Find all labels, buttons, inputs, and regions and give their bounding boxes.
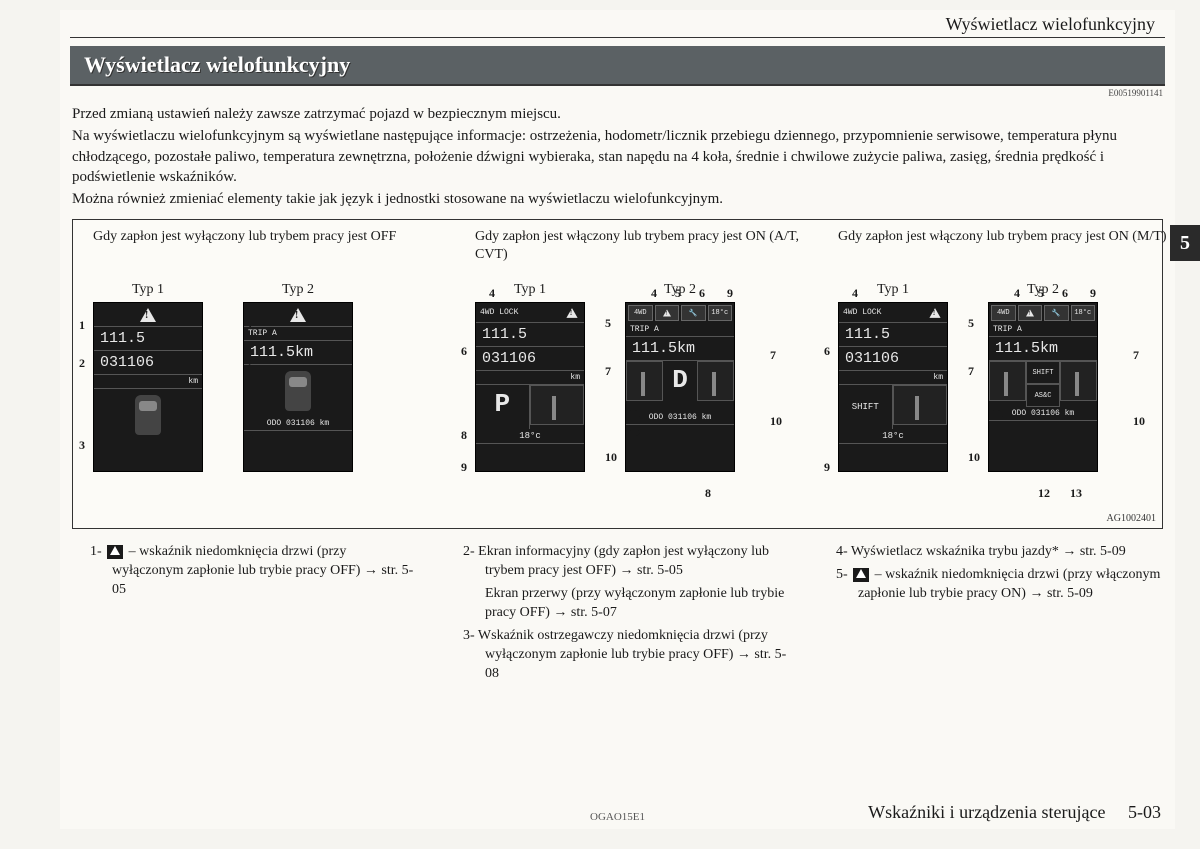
legend-item-2: 2- Ekran informacyjny (gdy zapłon jest w…	[445, 543, 790, 581]
warning-badge-icon	[853, 568, 869, 582]
fuel-gauge-icon	[697, 361, 734, 401]
warning-icon	[663, 310, 671, 317]
warning-icon	[290, 308, 306, 322]
figure-code: AG1002401	[1107, 513, 1156, 524]
callout-2: 2	[79, 356, 85, 371]
4wd-icon: 4WD	[991, 305, 1016, 321]
warning-icon	[929, 308, 940, 318]
col1-caption: Gdy zapłon jest wyłączony lub trybem pra…	[93, 228, 453, 264]
car-door-icon	[135, 395, 161, 435]
screen-off-typ2: TRIP A 111.5km ODO 031106 km	[243, 302, 353, 472]
service-icon: 🔧	[681, 305, 706, 321]
page-footer: OGAO15E1 Wskaźniki i urządzenia sterując…	[60, 811, 1175, 823]
running-header: Wyświetlacz wielofunkcyjny	[70, 10, 1165, 38]
footer-section-page: Wskaźniki i urządzenia sterujące 5-03	[868, 802, 1161, 823]
legend: 1- – wskaźnik niedomknięcia drzwi (przy …	[72, 543, 1163, 687]
intro-text: Przed zmianą ustawień należy zawsze zatr…	[72, 104, 1163, 209]
manual-page: Wyświetlacz wielofunkcyjny Wyświetlacz w…	[60, 10, 1175, 829]
fuel-gauge-icon	[893, 385, 948, 425]
car-door-icon	[285, 371, 311, 411]
typ1-at: Typ 1 4WD LOCK 111.5 031106 km P 18°c	[475, 282, 585, 472]
screen-at-typ2: 4WD 🔧 18°c TRIP A 111.5km D ODO 03110	[625, 302, 735, 472]
warning-icon	[140, 308, 156, 322]
intro-p3: Można również zmieniać elementy takie ja…	[72, 189, 1163, 209]
legend-item-1: 1- – wskaźnik niedomknięcia drzwi (przy …	[72, 543, 417, 600]
screen-off-typ1: 111.5 031106 km	[93, 302, 203, 472]
warning-badge-icon	[107, 545, 123, 559]
service-icon: 🔧	[1044, 305, 1069, 321]
legend-item-3: 3- Wskaźnik ostrzegawczy niedomknięcia d…	[445, 627, 790, 684]
fuel-gauge-icon	[530, 385, 585, 425]
legend-col2: 2- Ekran informacyjny (gdy zapłon jest w…	[445, 543, 790, 687]
screen-mt-typ2: 4WD 🔧 18°c TRIP A 111.5km SHIFT AS&C	[988, 302, 1098, 472]
page-title: Wyświetlacz wielofunkcyjny	[70, 46, 1165, 86]
col3-caption: Gdy zapłon jest włączony lub trybem prac…	[838, 228, 1176, 264]
temp-gauge-icon	[626, 361, 663, 401]
callout-1: 1	[79, 318, 85, 333]
warning-icon	[566, 308, 577, 318]
legend-item-2b: Ekran przerwy (przy wyłączonym zapłonie …	[445, 585, 790, 623]
callout-3: 3	[79, 438, 85, 453]
legend-col3: 4- Wyświetlacz wskaźnika trybu jazdy* → …	[818, 543, 1163, 608]
legend-col1: 1- – wskaźnik niedomknięcia drzwi (przy …	[72, 543, 417, 604]
legend-item-4: 4- Wyświetlacz wskaźnika trybu jazdy* → …	[818, 543, 1163, 562]
col2-caption: Gdy zapłon jest włączony lub trybem prac…	[475, 228, 835, 264]
diagram-col-mt: Gdy zapłon jest włączony lub trybem prac…	[838, 228, 1176, 472]
4wd-icon: 4WD	[628, 305, 653, 321]
legend-item-5: 5- – wskaźnik niedomknięcia drzwi (przy …	[818, 566, 1163, 604]
typ1-off: Typ 1 111.5 031106 km	[93, 282, 203, 472]
typ2-at: Typ 2 4WD 🔧 18°c TRIP A 111.5km D	[625, 282, 735, 472]
typ1-mt: Typ 1 4WD LOCK 111.5 031106 km SHIFT 18°…	[838, 282, 948, 472]
diagram-col-at: Gdy zapłon jest włączony lub trybem prac…	[475, 228, 835, 472]
temp-gauge-icon	[989, 361, 1026, 401]
intro-p2: Na wyświetlaczu wielofunkcyjnym są wyświ…	[72, 126, 1163, 187]
display-diagram: Gdy zapłon jest wyłączony lub trybem pra…	[72, 219, 1163, 529]
diagram-col-off: Gdy zapłon jest wyłączony lub trybem pra…	[93, 228, 453, 472]
typ2-mt: Typ 2 4WD 🔧 18°c TRIP A 111.5km	[988, 282, 1098, 472]
screen-mt-typ1: 4WD LOCK 111.5 031106 km SHIFT 18°c	[838, 302, 948, 472]
intro-p1: Przed zmianą ustawień należy zawsze zatr…	[72, 104, 1163, 124]
fuel-gauge-icon	[1060, 361, 1097, 401]
warning-icon	[1026, 310, 1034, 317]
screen-at-typ1: 4WD LOCK 111.5 031106 km P 18°c	[475, 302, 585, 472]
typ2-off: Typ 2 TRIP A 111.5km ODO 031106 km	[243, 282, 353, 472]
reference-code: E00519901141	[60, 88, 1163, 98]
